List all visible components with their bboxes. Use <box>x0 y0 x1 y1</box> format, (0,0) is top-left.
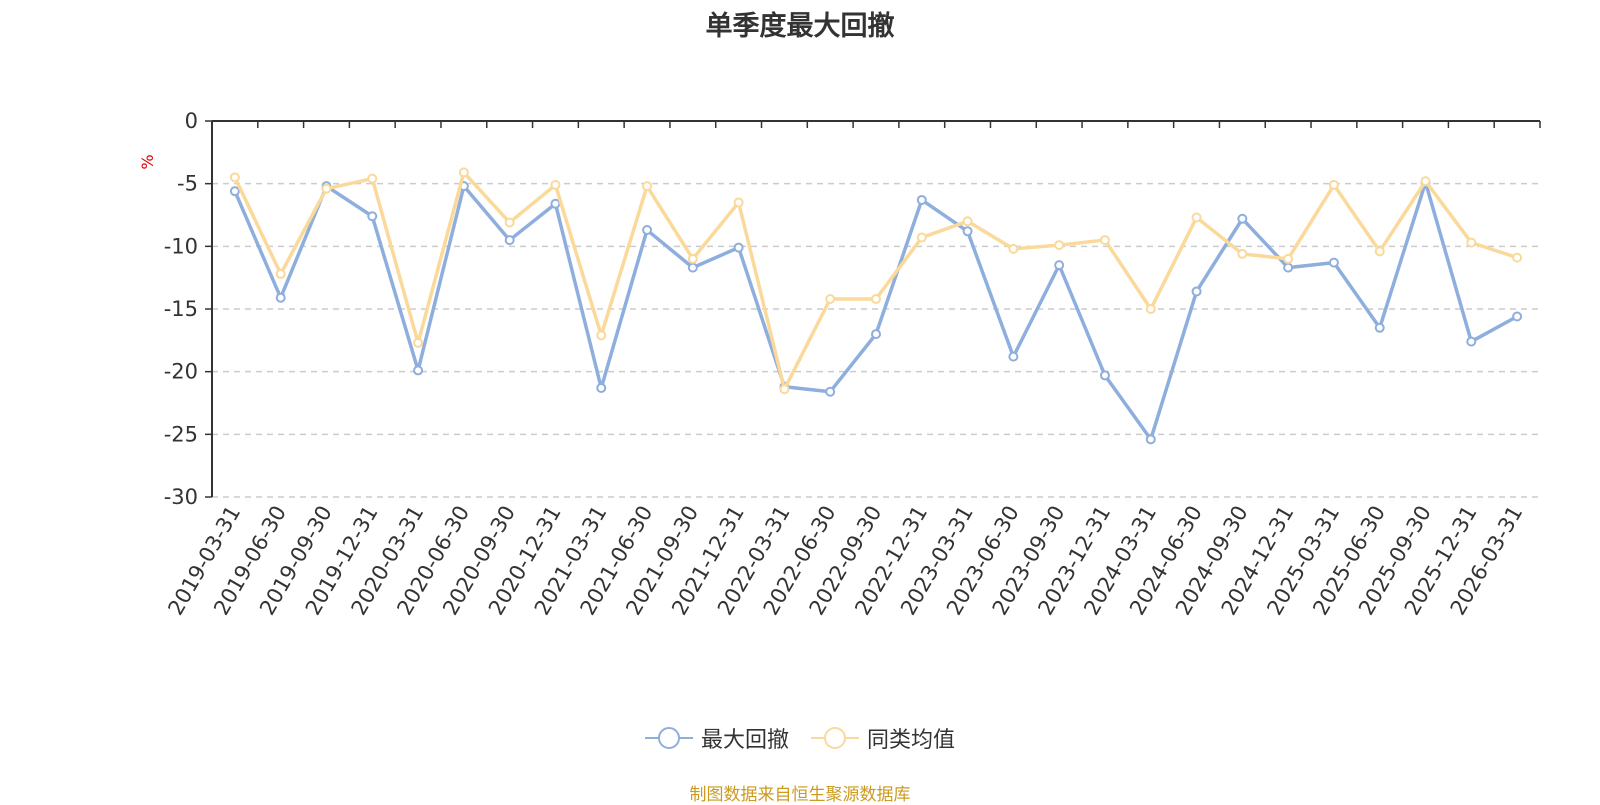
data-point <box>504 217 515 228</box>
y-tick-label: -15 <box>164 297 198 321</box>
legend-item-0[interactable]: 最大回撤 <box>644 722 789 754</box>
data-point <box>733 242 744 253</box>
data-point <box>550 179 561 190</box>
data-point <box>962 216 973 227</box>
data-point <box>1099 235 1110 246</box>
data-point <box>687 262 698 273</box>
data-point <box>1283 253 1294 264</box>
data-point <box>1328 179 1339 190</box>
legend: 最大回撤 同类均值 <box>0 722 1600 754</box>
series-line-1 <box>233 170 1518 391</box>
source-note: 制图数据来自恒生聚源数据库 <box>689 785 911 805</box>
data-point <box>642 181 653 192</box>
data-point <box>1283 262 1294 273</box>
data-point <box>275 268 286 279</box>
data-point <box>1328 257 1339 268</box>
y-tick-label: -20 <box>164 360 198 384</box>
data-point <box>779 384 790 395</box>
data-point <box>642 225 653 236</box>
y-tick-label: -30 <box>164 485 198 509</box>
data-point <box>1008 351 1019 362</box>
data-point <box>1191 212 1202 223</box>
data-point <box>1237 248 1248 259</box>
legend-item-1[interactable]: 同类均值 <box>811 722 955 754</box>
data-point <box>458 167 469 178</box>
y-tick-label: -10 <box>164 234 198 258</box>
data-point <box>596 382 607 393</box>
y-axis-label: % <box>138 154 157 169</box>
chart-title: 单季度最大回撤 <box>705 11 895 42</box>
data-point <box>687 253 698 264</box>
data-point <box>825 293 836 304</box>
data-point <box>413 337 424 348</box>
legend-marker-icon <box>644 727 693 749</box>
data-point <box>1512 252 1523 263</box>
data-point <box>229 186 240 197</box>
data-point <box>1054 260 1065 271</box>
data-point <box>871 329 881 340</box>
data-point <box>1145 434 1156 445</box>
data-point <box>1466 336 1477 347</box>
data-point <box>504 235 515 246</box>
data-point <box>367 173 378 184</box>
legend-marker-icon <box>811 727 859 749</box>
data-point <box>1374 246 1385 257</box>
data-point <box>367 211 378 222</box>
data-point <box>1237 213 1248 224</box>
data-point <box>1145 304 1156 314</box>
legend-label: 最大回撤 <box>700 728 789 753</box>
data-point <box>550 198 561 209</box>
data-point <box>916 194 927 205</box>
y-tick-label: -5 <box>177 172 198 196</box>
data-point <box>321 183 332 194</box>
data-point <box>1099 370 1110 381</box>
data-point <box>1374 322 1385 333</box>
y-tick-label: -25 <box>164 422 198 446</box>
data-point <box>275 292 286 303</box>
data-point <box>413 365 424 376</box>
data-point <box>1420 176 1431 187</box>
legend-label: 同类均值 <box>867 728 956 753</box>
data-point <box>1054 240 1065 251</box>
data-point <box>1191 286 1202 297</box>
data-point <box>1512 311 1523 322</box>
data-point <box>229 172 240 183</box>
data-point <box>962 226 973 237</box>
y-tick-label: 0 <box>185 109 198 133</box>
data-point <box>825 386 836 397</box>
data-point <box>1466 237 1477 248</box>
data-point <box>916 232 927 243</box>
data-point <box>733 197 744 208</box>
data-point <box>596 330 607 341</box>
data-point <box>1008 243 1019 254</box>
data-point <box>871 293 881 304</box>
